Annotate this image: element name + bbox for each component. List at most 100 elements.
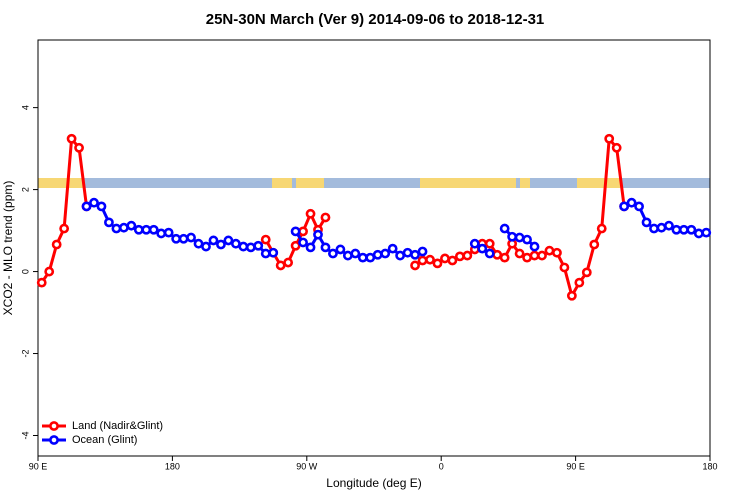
data-point (641, 217, 652, 228)
data-point (238, 241, 249, 252)
ocean-strip (38, 178, 710, 188)
data-point (148, 224, 159, 235)
data-point (163, 227, 174, 238)
data-point (425, 254, 435, 265)
data-point (611, 142, 622, 153)
data-point (589, 239, 600, 250)
data-point (320, 242, 331, 253)
plot-frame (37, 39, 711, 457)
data-point (245, 242, 256, 253)
land-ocean-strip (38, 178, 710, 188)
data-point (537, 250, 547, 261)
data-point (387, 243, 398, 254)
data-point (342, 250, 353, 261)
data-point (141, 224, 152, 235)
data-point (454, 251, 465, 262)
data-point (59, 223, 70, 234)
data-point (118, 222, 129, 233)
data-point (522, 234, 532, 245)
data-point (44, 266, 55, 277)
data-point (649, 223, 659, 234)
data-point (686, 224, 697, 235)
data-point (402, 247, 413, 258)
data-point (462, 250, 473, 261)
x-tick-label: 90 E (29, 461, 48, 471)
x-tick-label: 0 (439, 461, 444, 471)
x-tick-label: 90 W (296, 461, 318, 471)
data-point (514, 232, 525, 243)
data-point (552, 247, 562, 258)
data-point (626, 197, 637, 208)
data-point (559, 262, 570, 273)
x-tick-label: 180 (702, 461, 717, 471)
y-tick-label: -2 (20, 350, 30, 358)
legend-marker (49, 421, 59, 431)
data-point (260, 234, 271, 245)
data-point (365, 252, 376, 263)
data-point (529, 241, 540, 252)
data-point (447, 255, 458, 266)
data-point (619, 201, 630, 212)
y-axis-title: XCO2 - MLO trend (ppm) (1, 181, 15, 316)
data-point (484, 238, 495, 249)
legend: Land (Nadir&Glint) Ocean (Glint) (42, 420, 163, 446)
y-tick-label: 2 (20, 187, 30, 192)
data-point (566, 290, 577, 301)
land-strip (38, 178, 84, 188)
data-point (36, 277, 47, 288)
data-point (260, 248, 271, 259)
data-point (372, 249, 383, 260)
data-point (395, 250, 406, 261)
data-point (305, 242, 316, 253)
data-point (574, 277, 585, 288)
data-point (156, 228, 167, 239)
x-tick-label: 90 E (566, 461, 585, 471)
data-point (223, 235, 234, 246)
data-point (410, 260, 420, 271)
data-point (581, 267, 592, 278)
data-point (701, 227, 712, 238)
data-point (74, 142, 84, 153)
data-point (290, 240, 301, 251)
data-point (417, 255, 428, 266)
data-point (432, 258, 443, 269)
data-point (66, 133, 77, 144)
land-strip (577, 178, 621, 188)
y-tick-label: 4 (20, 105, 30, 110)
land-strip (272, 178, 292, 188)
data-point (186, 232, 196, 243)
data-point (111, 223, 122, 234)
data-point (328, 248, 338, 259)
data-point (298, 237, 308, 248)
data-point (51, 239, 62, 250)
data-point (268, 247, 279, 258)
data-point (201, 241, 211, 252)
legend-label: Ocean (Glint) (72, 434, 137, 446)
data-point (499, 252, 510, 263)
data-point (335, 244, 346, 255)
data-point (507, 231, 518, 242)
data-point (305, 208, 316, 219)
data-point (664, 220, 674, 231)
data-point (522, 252, 532, 263)
data-point (357, 252, 368, 263)
data-point (193, 238, 204, 249)
data-point (290, 226, 301, 237)
data-point (275, 260, 286, 271)
series (81, 197, 712, 263)
data-point (596, 223, 607, 234)
data-point (178, 233, 189, 244)
data-point (410, 249, 420, 260)
data-point (96, 201, 107, 212)
x-tick-label: 180 (165, 461, 180, 471)
land-strip (296, 178, 324, 188)
legend-marker (49, 435, 59, 445)
data-point (656, 222, 667, 233)
data-point (544, 245, 555, 256)
data-point (126, 220, 137, 231)
data-point (171, 233, 182, 244)
land-strip (520, 178, 530, 188)
data-point (216, 239, 226, 250)
